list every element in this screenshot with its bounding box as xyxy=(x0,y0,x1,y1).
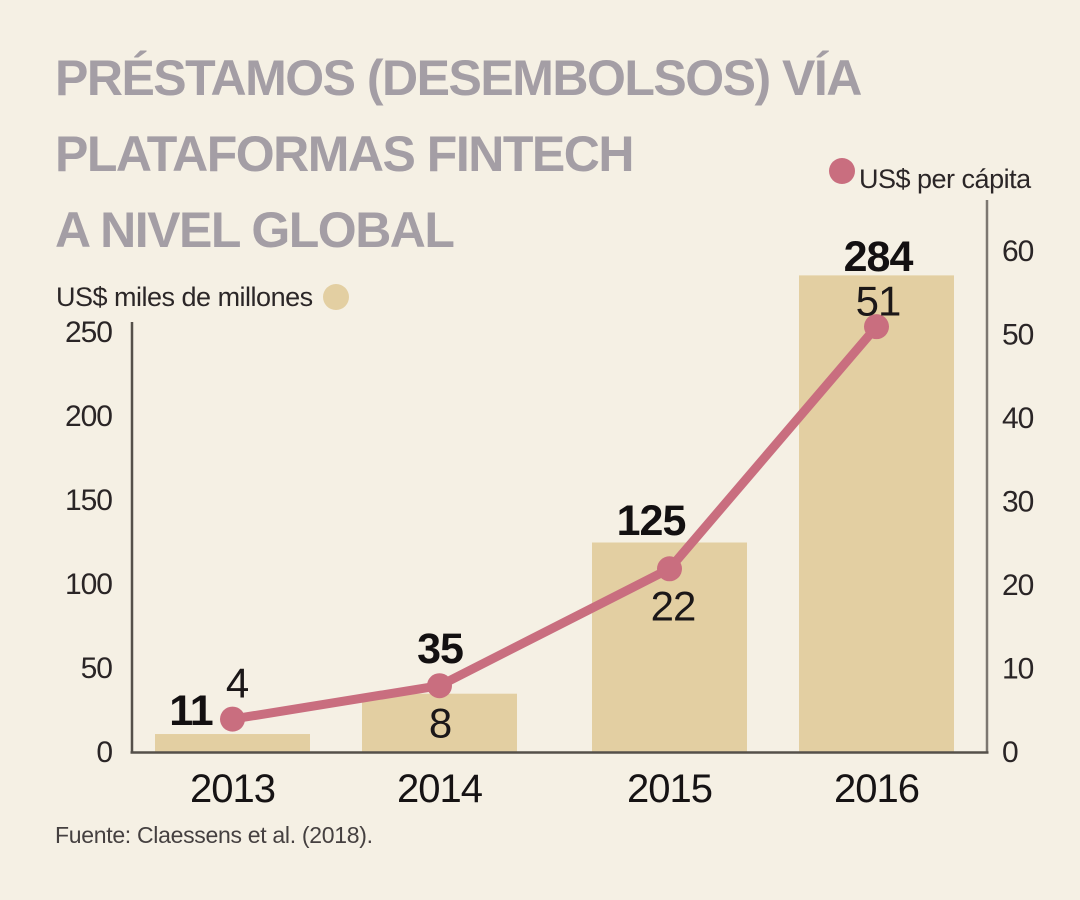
bar-2016 xyxy=(799,275,954,753)
left-axis-tick-250: 250 xyxy=(65,316,112,349)
bar-value-2014: 35 xyxy=(417,625,463,673)
right-axis-tick-60: 60 xyxy=(1002,235,1034,268)
x-axis-label-2016: 2016 xyxy=(834,767,919,811)
right-axis-tick-40: 40 xyxy=(1002,402,1034,435)
x-axis-label-2015: 2015 xyxy=(627,767,712,811)
right-axis-tick-10: 10 xyxy=(1002,653,1034,686)
per-capita-marker-2015 xyxy=(657,556,682,582)
line-series-dot-icon xyxy=(829,158,855,184)
line-value-2013: 4 xyxy=(226,660,249,707)
left-axis-tick-0: 0 xyxy=(96,736,112,769)
per-capita-marker-2014 xyxy=(427,673,452,699)
legend-per-capita: US$ per cápita xyxy=(829,158,1031,195)
bar-series-dot-icon xyxy=(322,284,349,310)
bar-value-2016: 284 xyxy=(844,233,914,281)
legend-miles-de-millones-label: US$ miles de millones xyxy=(56,282,313,312)
x-axis-label-2013: 2013 xyxy=(190,767,275,811)
bar-2014 xyxy=(362,693,517,753)
line-value-2014: 8 xyxy=(429,700,451,747)
source-note: Fuente: Claessens et al. (2018). xyxy=(55,822,373,848)
line-value-2016: 51 xyxy=(856,278,901,325)
right-axis-tick-0: 0 xyxy=(1002,736,1018,769)
bar-2013 xyxy=(155,734,310,753)
left-axis-tick-150: 150 xyxy=(65,484,112,517)
left-axis-tick-200: 200 xyxy=(65,400,112,433)
x-axis-label-2014: 2014 xyxy=(397,767,483,811)
bar-value-2015: 125 xyxy=(617,497,686,545)
left-axis-tick-50: 50 xyxy=(81,652,113,685)
left-axis-tick-100: 100 xyxy=(65,568,112,601)
chart-title: PRÉSTAMOS (DESEMBOLSOS) VÍA PLATAFORMAS … xyxy=(55,40,862,268)
per-capita-marker-2013 xyxy=(220,706,245,732)
chart-title-line-2: PLATAFORMAS FINTECH xyxy=(55,126,634,182)
chart-title-line-1: PRÉSTAMOS (DESEMBOLSOS) VÍA xyxy=(55,50,862,106)
right-axis-tick-50: 50 xyxy=(1002,319,1034,352)
chart-title-line-3: A NIVEL GLOBAL xyxy=(55,202,455,258)
legend-miles-de-millones: US$ miles de millones xyxy=(56,280,349,313)
per-capita-line xyxy=(228,322,881,724)
right-axis-tick-20: 20 xyxy=(1002,569,1034,602)
per-capita-marker-2016 xyxy=(864,314,889,340)
legend-per-capita-label: US$ per cápita xyxy=(859,164,1031,194)
bar-value-2013: 11 xyxy=(169,687,213,735)
line-value-2015: 22 xyxy=(651,583,696,630)
right-axis-tick-30: 30 xyxy=(1002,486,1034,519)
